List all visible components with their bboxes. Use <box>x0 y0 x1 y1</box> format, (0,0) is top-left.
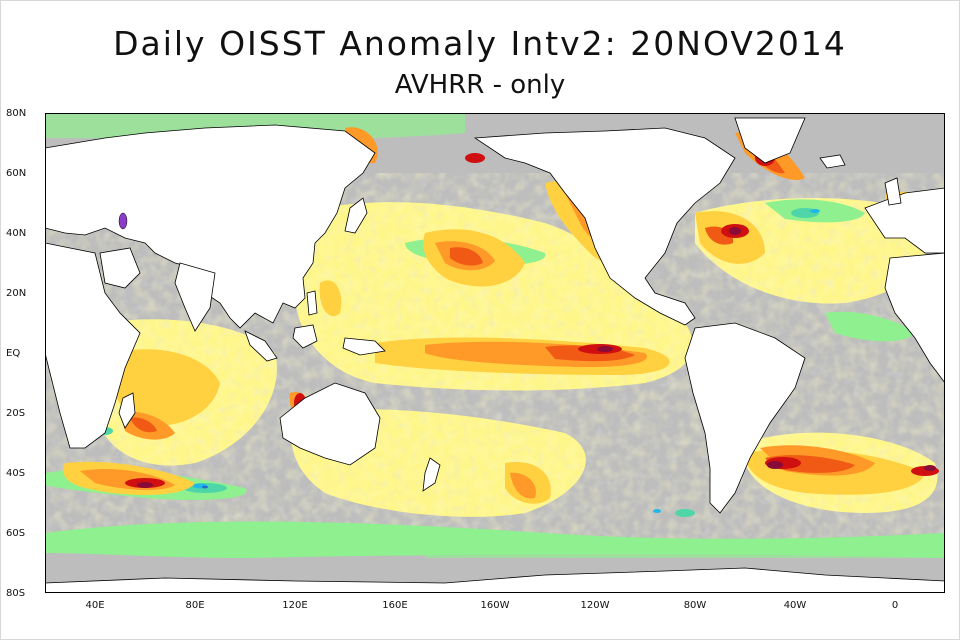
british-isles <box>884 177 902 206</box>
lon-label-80w: 80W <box>683 600 707 611</box>
lon-label-120e: 120E <box>282 600 308 611</box>
africa <box>45 242 141 449</box>
lon-label-40e: 40E <box>85 600 105 611</box>
japan <box>344 197 368 234</box>
iceland <box>819 154 846 169</box>
south-america <box>684 322 806 514</box>
sumatra <box>244 330 278 362</box>
lat-label-40s: 40S <box>6 468 26 479</box>
north-america <box>473 127 736 326</box>
africa-west <box>884 252 945 384</box>
madagascar <box>118 392 136 429</box>
lat-label-eq: EQ <box>6 348 21 359</box>
antarctica <box>45 567 945 593</box>
lat-label-20s: 20S <box>6 408 26 419</box>
map-title: Daily OISST Anomaly Intv2: 20NOV2014 <box>113 24 847 63</box>
new-zealand <box>422 457 441 492</box>
philippines <box>306 290 318 316</box>
borneo <box>292 324 318 349</box>
inland-seas <box>118 212 128 230</box>
india <box>174 262 216 332</box>
new-guinea <box>342 337 386 356</box>
lat-label-60s: 60S <box>6 528 26 539</box>
lon-label-0: 0 <box>891 600 899 611</box>
lon-label-160e: 160E <box>382 600 408 611</box>
map-border <box>45 113 945 593</box>
greenland <box>734 117 806 164</box>
lat-label-60n: 60N <box>6 168 27 179</box>
map-subtitle: AVHRR - only <box>394 70 566 100</box>
land-masses <box>45 117 945 593</box>
arabia <box>99 247 141 289</box>
lat-label-80n: 80N <box>6 108 27 119</box>
australia <box>279 382 381 466</box>
caspian-sea <box>118 212 128 230</box>
eurasia <box>45 124 376 329</box>
lon-label-120w: 120W <box>580 600 610 611</box>
lon-label-160w: 160W <box>480 600 510 611</box>
lon-label-40w: 40W <box>783 600 807 611</box>
lat-label-40n: 40N <box>6 228 27 239</box>
sst-anomaly-map <box>45 113 945 593</box>
lat-label-80s: 80S <box>6 588 26 599</box>
europe-west <box>864 187 945 254</box>
lat-label-20n: 20N <box>6 288 27 299</box>
lon-label-80e: 80E <box>185 600 205 611</box>
